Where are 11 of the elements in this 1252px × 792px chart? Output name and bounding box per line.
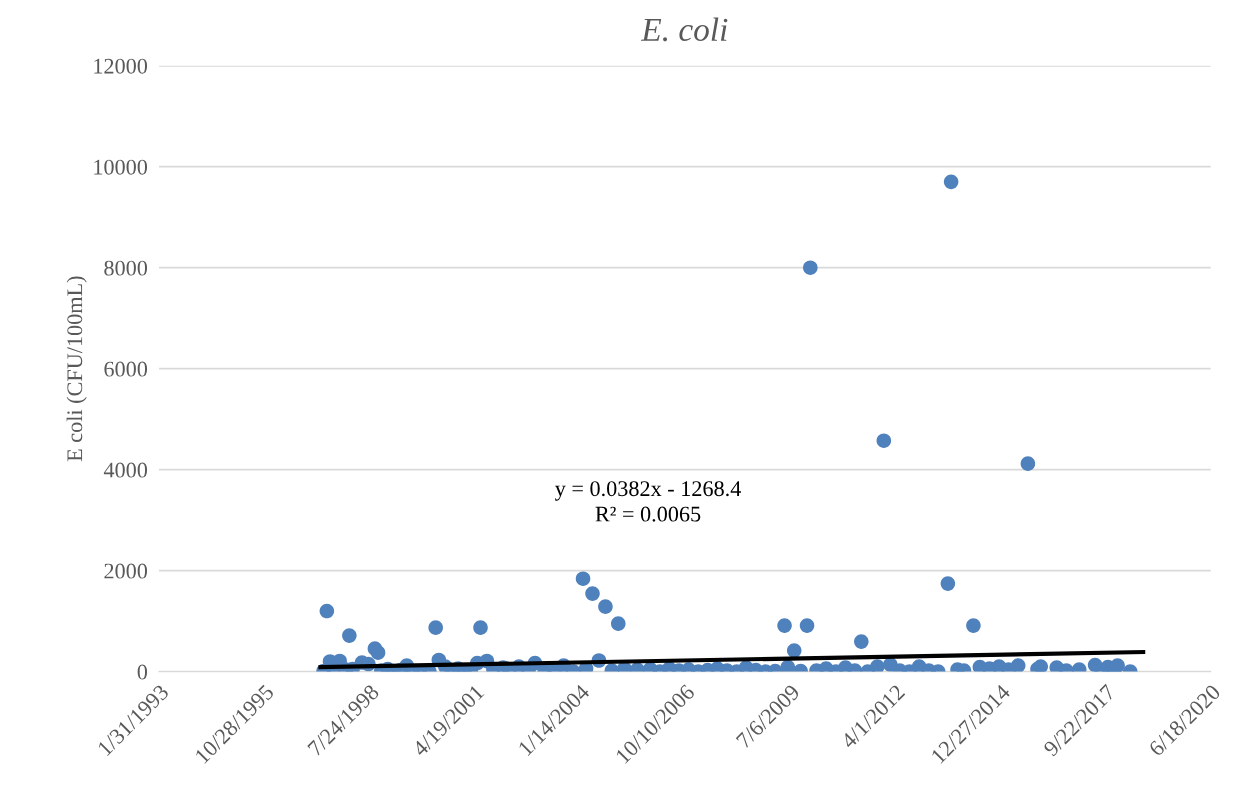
y-tick-label: 4000: [103, 462, 148, 478]
y-tick-label: 0: [137, 664, 148, 680]
y-tick-label: 8000: [104, 260, 148, 276]
y-tick-label: 12000: [94, 58, 148, 74]
y-tick-label: 10000: [94, 159, 148, 175]
y-tick-label: 2000: [104, 563, 148, 579]
y-tick-label: 6000: [104, 361, 148, 377]
y-axis-title: E coli (CFU/100mL): [66, 276, 87, 462]
annotation: R² = 0.0065: [595, 506, 701, 522]
annotation: y = 0.0382x - 1268.4: [555, 481, 741, 501]
chart-title: E. coli: [640, 17, 728, 42]
